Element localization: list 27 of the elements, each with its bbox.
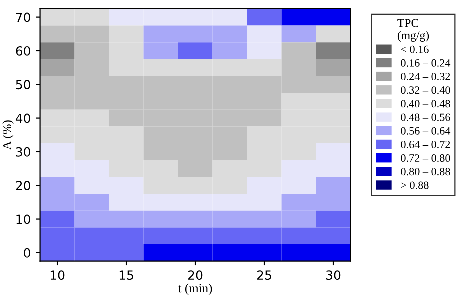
x-tick-label: 20: [188, 270, 203, 280]
x-tick-label: 10: [50, 270, 65, 280]
color-bar-label: 0.48 – 0.56: [401, 114, 450, 122]
color-bar-label: > 0.88: [401, 182, 429, 190]
color-bar-label: 0.24 – 0.32: [401, 73, 450, 81]
y-tick-label: 60: [16, 46, 30, 56]
color-bar-label: 0.80 – 0.88: [401, 168, 450, 176]
x-axis-title: t (min): [178, 284, 212, 296]
color-bar-label: 0.40 – 0.48: [401, 100, 450, 108]
y-tick-label: 20: [16, 181, 30, 191]
y-tick-label: 10: [16, 214, 30, 224]
y-tick-label: 70: [16, 12, 30, 22]
x-tick-label: 30: [326, 270, 341, 280]
color-bar-label: < 0.16: [401, 46, 429, 54]
legend-title: TPC (mg/g): [398, 19, 430, 42]
color-bar-label: 0.16 – 0.24: [401, 59, 451, 67]
y-tick-label: 50: [16, 80, 30, 90]
y-axis-title: A (%): [2, 120, 14, 150]
color-bar-label: 0.64 – 0.72: [401, 140, 450, 148]
color-bar-label: 0.56 – 0.64: [401, 127, 451, 135]
x-tick-label: 25: [257, 270, 272, 280]
y-tick-label: 0: [24, 248, 30, 258]
color-bar-label: 0.32 – 0.40: [401, 86, 450, 94]
y-tick-label: 30: [16, 147, 30, 157]
color-bar-label: 0.72 – 0.80: [401, 154, 450, 162]
y-tick-label: 40: [16, 114, 30, 124]
x-tick-label: 15: [120, 270, 134, 280]
